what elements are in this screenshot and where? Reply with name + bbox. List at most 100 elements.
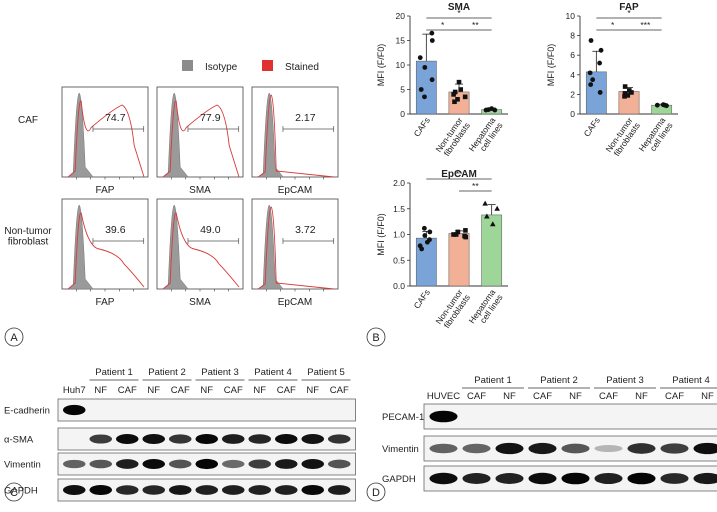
blotC-band (168, 434, 192, 444)
y-tick-label: 0 (570, 109, 575, 119)
data-point (427, 229, 433, 235)
blotC-band (89, 484, 113, 496)
blotC-row-label: Vimentin (4, 460, 41, 471)
data-point (492, 107, 498, 113)
blotD-band (561, 472, 590, 485)
panel-letter-B: B (372, 332, 379, 344)
blotC-band (221, 485, 245, 495)
blotC-band (142, 458, 166, 470)
axis-label-fap: FAP (96, 297, 115, 308)
y-tick-label: 4 (570, 70, 575, 80)
data-point (494, 205, 500, 211)
blotD-row-label: PECAM-1 (382, 412, 424, 423)
blotD-band (594, 473, 623, 484)
isotype-histogram (162, 92, 189, 178)
category-label: Non-tumorfibroblasts (433, 287, 472, 331)
blotD-band (693, 442, 717, 455)
blotC-band (62, 485, 86, 495)
data-point (429, 38, 435, 43)
blotC-band (301, 459, 325, 469)
blotC-row-label: α-SMA (4, 435, 34, 446)
blotC-band (115, 459, 139, 469)
blotC-band (142, 485, 166, 495)
blotD-band (462, 443, 491, 454)
data-point (588, 38, 594, 43)
blotC-band (248, 434, 272, 444)
blotD-blot-strip (423, 403, 717, 430)
y-tick-label: 0 (400, 109, 405, 119)
data-point (462, 94, 468, 100)
legend-swatch-isotype (182, 60, 193, 71)
category-label: Hepatomacell lines (637, 115, 675, 158)
blotC-lane-label: NF (306, 385, 319, 396)
blotC-lane-label: CAF (224, 385, 243, 396)
blotC-blot-strip (57, 398, 356, 422)
blotC-row-label: E-cadherin (4, 406, 50, 417)
blotC-lane-label: CAF (118, 385, 137, 396)
data-point (422, 94, 427, 100)
blotD-band (495, 473, 524, 484)
blotD-band (528, 472, 557, 485)
data-point (483, 107, 489, 113)
data-point (421, 225, 427, 231)
y-tick-label: 10 (566, 11, 576, 21)
data-point (429, 30, 435, 36)
data-point (452, 99, 457, 105)
blotC-lane-label: CAF (277, 385, 296, 396)
isotype-histogram (162, 204, 189, 290)
blotC-band (89, 434, 113, 444)
blotC-patient-label: Patient 5 (307, 367, 345, 378)
blotD-patient-label: Patient 1 (474, 375, 512, 386)
blotC-band (89, 459, 113, 469)
panel-letter-circle (4, 482, 24, 502)
y-tick-label: 1.0 (393, 230, 405, 240)
significance-mark: * (441, 20, 445, 30)
significance-mark: * (457, 8, 461, 18)
blotD-band (429, 410, 458, 423)
blotD-band (627, 443, 656, 454)
significance-mark: *** (640, 20, 651, 30)
data-point (455, 229, 461, 235)
data-point (622, 91, 628, 96)
blotD-lane-label: NF (569, 391, 582, 402)
panel-letter-A: A (10, 332, 18, 344)
stained-histogram (162, 212, 240, 290)
blotC-band (274, 485, 298, 495)
blotC-band (115, 433, 139, 445)
data-point (664, 103, 669, 109)
isotype-histogram (257, 92, 284, 178)
blotD-lane-label: NF (635, 391, 648, 402)
data-point (654, 102, 660, 108)
category-label: Hepatomacell lines (467, 287, 505, 330)
data-point (629, 90, 634, 95)
data-point (598, 47, 604, 53)
bar (585, 71, 607, 115)
blotC-band (274, 459, 298, 469)
legend-label-isotype: Isotype (205, 62, 238, 73)
blotD-patient-label: Patient 2 (540, 375, 578, 386)
stained-histogram (67, 100, 145, 178)
panel-letter-C: C (10, 487, 18, 499)
y-tick-label: 0.0 (393, 281, 405, 291)
data-point (597, 90, 603, 95)
data-point (463, 228, 468, 233)
y-tick-label: 1.5 (393, 204, 405, 214)
gate-percentage: 49.0 (200, 224, 221, 236)
blotD-band (429, 443, 458, 454)
axis-label-sma: SMA (189, 185, 211, 196)
blotD-lane-label: CAF (599, 391, 618, 402)
blotD-band (429, 472, 458, 485)
blotD-band (495, 442, 524, 455)
data-point (489, 221, 496, 227)
isotype-histogram (67, 92, 94, 178)
y-axis-label: MFI (F/F0) (546, 44, 556, 87)
blotC-row-label: GAPDH (4, 486, 38, 497)
row-label-caf: CAF (18, 115, 38, 126)
stained-histogram (257, 206, 335, 290)
data-point (452, 89, 458, 95)
blotD-lane-label: HUVEC (427, 391, 460, 402)
significance-mark: ** (472, 20, 479, 30)
data-point (590, 77, 596, 83)
data-point (422, 233, 428, 238)
blotD-band (693, 472, 717, 485)
